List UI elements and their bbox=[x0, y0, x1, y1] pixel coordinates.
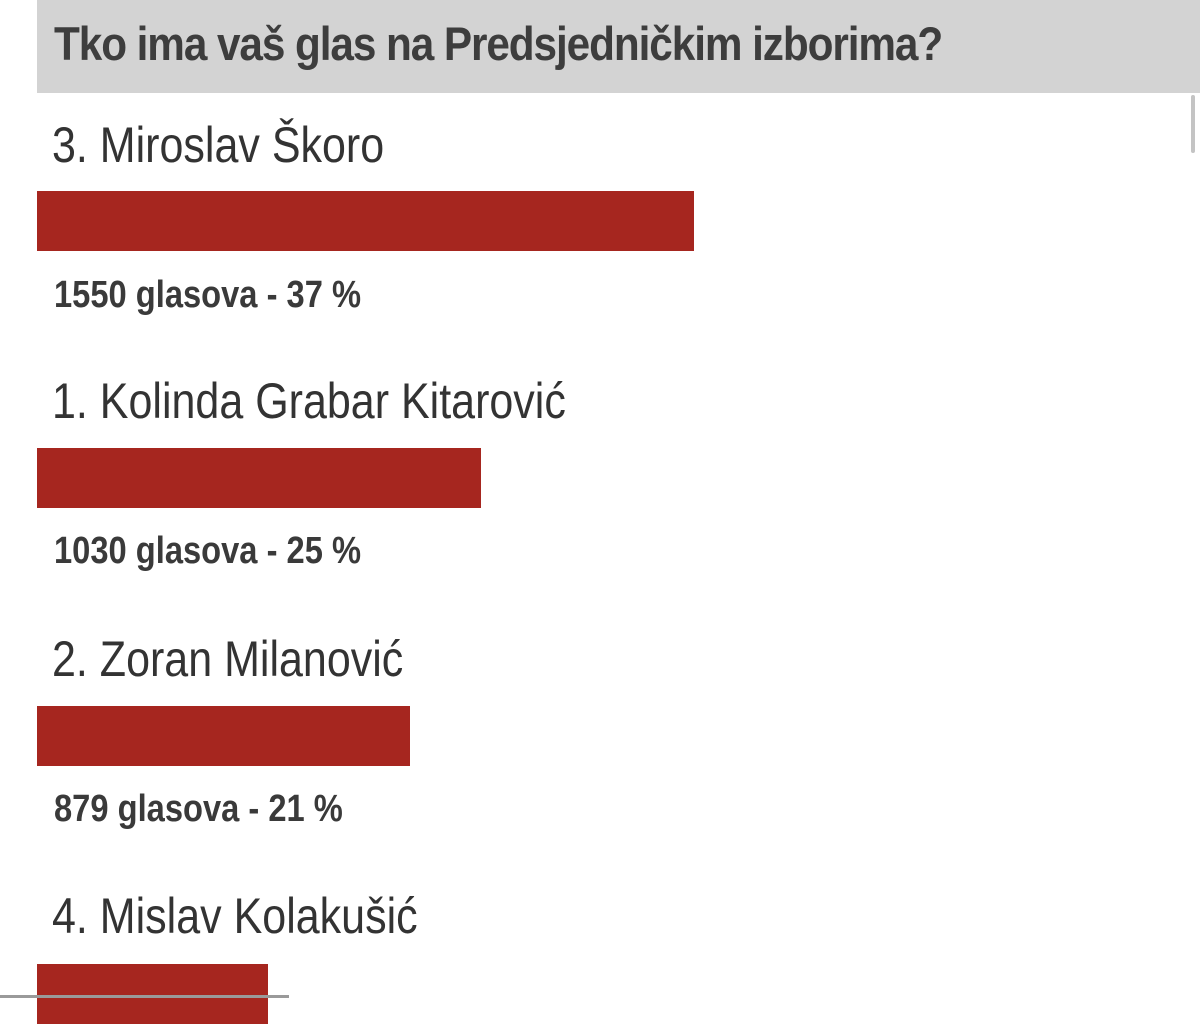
option-name-kolakusic[interactable]: 4. Mislav Kolakušić bbox=[52, 888, 418, 944]
poll-header: Tko ima vaš glas na Predsjedničkim izbor… bbox=[37, 0, 1200, 93]
option-bar-grabar-kitarovic bbox=[37, 448, 481, 508]
option-name-skoro[interactable]: 3. Miroslav Škoro bbox=[52, 117, 385, 173]
option-result-milanovic: 879 glasova - 21 % bbox=[54, 788, 343, 830]
option-bar-kolakusic bbox=[37, 964, 268, 1024]
poll-title: Tko ima vaš glas na Predsjedničkim izbor… bbox=[54, 17, 943, 70]
option-bar-milanovic bbox=[37, 706, 410, 766]
scrollbar-thumb[interactable] bbox=[1191, 95, 1195, 153]
option-result-grabar-kitarovic: 1030 glasova - 25 % bbox=[54, 530, 362, 572]
option-name-grabar-kitarovic[interactable]: 1. Kolinda Grabar Kitarović bbox=[52, 373, 566, 429]
bottom-divider bbox=[0, 995, 289, 998]
option-result-skoro: 1550 glasova - 37 % bbox=[54, 274, 362, 316]
option-name-milanovic[interactable]: 2. Zoran Milanović bbox=[52, 631, 404, 687]
option-bar-skoro bbox=[37, 191, 694, 251]
